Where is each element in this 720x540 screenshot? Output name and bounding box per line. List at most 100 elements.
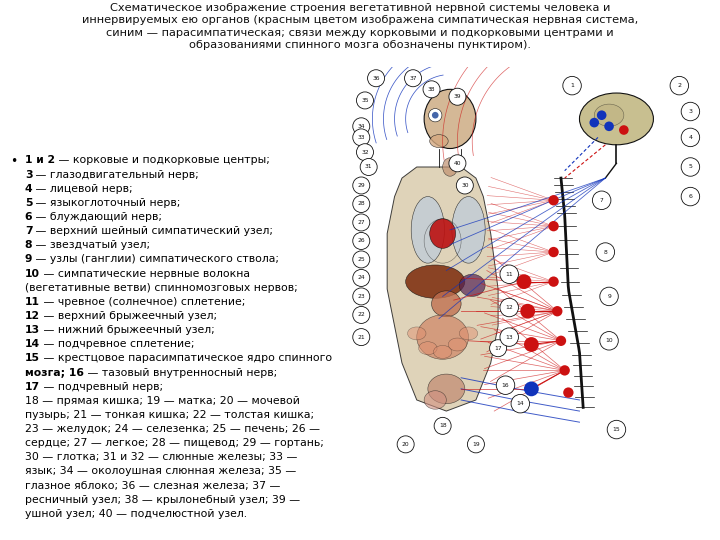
Ellipse shape [448, 338, 467, 351]
Text: глазное яблоко; 36 — слезная железа; 37 —: глазное яблоко; 36 — слезная железа; 37 … [24, 481, 280, 491]
Text: 26: 26 [357, 239, 365, 244]
Ellipse shape [452, 197, 485, 263]
Ellipse shape [418, 342, 437, 355]
Text: 3: 3 [24, 170, 32, 180]
Circle shape [500, 328, 518, 346]
Text: 30: 30 [461, 183, 469, 188]
Circle shape [619, 125, 629, 135]
Text: (вегетативные ветви) спинномозговых нервов;: (вегетативные ветви) спинномозговых нерв… [24, 282, 297, 293]
Circle shape [353, 195, 370, 212]
Ellipse shape [580, 93, 654, 145]
Text: 31: 31 [365, 165, 372, 170]
Text: 21: 21 [357, 335, 365, 340]
Text: 22: 22 [357, 313, 365, 318]
Text: 23 — желудок; 24 — селезенка; 25 — печень; 26 —: 23 — желудок; 24 — селезенка; 25 — печен… [24, 424, 320, 434]
Text: 10: 10 [606, 338, 613, 343]
Circle shape [556, 336, 566, 346]
Circle shape [405, 70, 421, 87]
Circle shape [449, 155, 466, 172]
Text: — блуждающий нерв;: — блуждающий нерв; [32, 212, 163, 222]
Circle shape [360, 158, 377, 176]
Text: — верхний брыжеечный узел;: — верхний брыжеечный узел; [40, 311, 217, 321]
Circle shape [681, 158, 700, 176]
Circle shape [356, 92, 374, 109]
Text: 12: 12 [24, 311, 40, 321]
Text: 35: 35 [361, 98, 369, 103]
Text: 37: 37 [409, 76, 417, 81]
Text: 38: 38 [428, 87, 436, 92]
Text: 4: 4 [24, 184, 32, 194]
Ellipse shape [459, 327, 478, 340]
Text: 4: 4 [688, 135, 693, 140]
Text: 34: 34 [358, 124, 365, 129]
Text: — глазодвигательный нерв;: — глазодвигательный нерв; [32, 170, 199, 180]
Circle shape [467, 436, 485, 453]
Circle shape [423, 81, 440, 98]
Text: 33: 33 [358, 135, 365, 140]
Ellipse shape [428, 374, 465, 404]
Circle shape [600, 287, 618, 306]
Text: 17: 17 [24, 382, 40, 392]
Text: 5: 5 [24, 198, 32, 208]
Text: •: • [10, 156, 18, 168]
Text: 3: 3 [688, 109, 693, 114]
Circle shape [600, 332, 618, 350]
Text: — корковые и подкорковые центры;: — корковые и подкорковые центры; [55, 156, 270, 165]
Circle shape [517, 274, 531, 289]
Text: 32: 32 [361, 150, 369, 154]
Circle shape [597, 110, 606, 120]
Text: 7: 7 [600, 198, 603, 203]
Circle shape [549, 247, 559, 257]
Text: 17: 17 [494, 346, 502, 350]
Text: 19: 19 [472, 442, 480, 447]
Text: — узлы (ганглии) симпатического ствола;: — узлы (ганглии) симпатического ствола; [32, 254, 279, 265]
Text: 7: 7 [24, 226, 32, 236]
Ellipse shape [430, 219, 456, 248]
Text: сердце; 27 — легкое; 28 — пищевод; 29 — гортань;: сердце; 27 — легкое; 28 — пищевод; 29 — … [24, 438, 324, 448]
Text: — крестцовое парасимпатическое ядро спинного: — крестцовое парасимпатическое ядро спин… [40, 353, 332, 363]
Text: 16: 16 [502, 383, 509, 388]
Ellipse shape [408, 327, 426, 340]
Circle shape [353, 329, 370, 346]
Text: 15: 15 [24, 353, 40, 363]
Circle shape [353, 129, 370, 146]
Text: — чревное (солнечное) сплетение;: — чревное (солнечное) сплетение; [40, 297, 246, 307]
Text: 6: 6 [24, 212, 32, 222]
Ellipse shape [459, 274, 485, 296]
Circle shape [432, 112, 438, 119]
Text: 18: 18 [438, 423, 446, 428]
Circle shape [353, 288, 370, 305]
Text: 6: 6 [688, 194, 693, 199]
Circle shape [500, 298, 518, 317]
Text: 10: 10 [24, 268, 40, 279]
Circle shape [590, 118, 599, 127]
Text: 9: 9 [24, 254, 32, 265]
Circle shape [681, 187, 700, 206]
Ellipse shape [424, 391, 446, 409]
Text: — подчревный нерв;: — подчревный нерв; [40, 382, 163, 392]
Circle shape [521, 304, 535, 319]
Text: ресничный узел; 38 — крылонебный узел; 39 —: ресничный узел; 38 — крылонебный узел; 3… [24, 495, 300, 505]
Circle shape [496, 376, 515, 394]
Circle shape [607, 420, 626, 439]
Ellipse shape [431, 291, 461, 317]
Text: 25: 25 [357, 257, 365, 262]
Circle shape [353, 251, 370, 268]
Ellipse shape [411, 197, 444, 263]
Text: — симпатические нервные волокна: — симпатические нервные волокна [40, 268, 250, 279]
Circle shape [456, 177, 473, 194]
Circle shape [368, 70, 384, 87]
Circle shape [353, 118, 370, 135]
Circle shape [524, 381, 539, 396]
Circle shape [353, 269, 370, 286]
Text: 11: 11 [24, 297, 40, 307]
Text: — подчревное сплетение;: — подчревное сплетение; [40, 339, 194, 349]
Text: язык; 34 — околоушная слюнная железа; 35 —: язык; 34 — околоушная слюнная железа; 35… [24, 467, 296, 476]
Text: 12: 12 [505, 305, 513, 310]
Text: 1: 1 [570, 83, 574, 88]
Text: — верхний шейный симпатический узел;: — верхний шейный симпатический узел; [32, 226, 274, 236]
Circle shape [428, 109, 442, 122]
Text: 14: 14 [516, 401, 524, 406]
Text: 27: 27 [357, 220, 365, 225]
Text: 20: 20 [402, 442, 410, 447]
